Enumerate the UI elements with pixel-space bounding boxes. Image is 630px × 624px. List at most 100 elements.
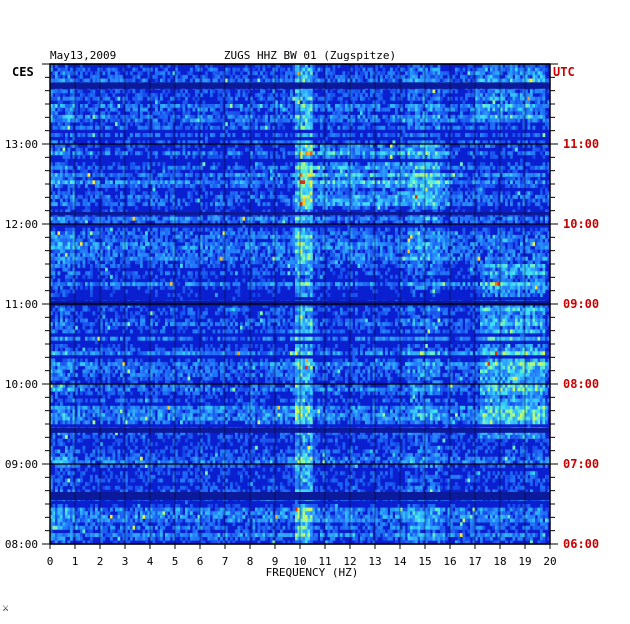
spectrogram-cell [267,64,271,68]
spectrogram-cell [242,191,246,196]
spectrogram-cell [477,194,481,199]
spectrogram-cell [415,104,418,108]
spectrogram-cell [360,165,363,170]
spectrogram-cell [375,64,378,68]
spectrogram-cell [237,180,241,185]
spectrogram-cell [310,202,313,207]
spectrogram-cell [535,78,538,83]
spectrogram-cell [172,165,176,170]
spectrogram-cell [105,140,108,145]
spectrogram-cell [355,176,358,181]
spectrogram-cell [147,96,151,101]
spectrogram-cell [87,173,91,178]
spectrogram-cell [430,191,433,196]
spectrogram-cell [132,96,136,101]
spectrogram-cell [522,78,526,83]
spectrogram-cell [230,140,233,145]
spectrogram-cell [95,194,98,199]
spectrogram-cell [432,216,436,221]
spectrogram-cell [287,151,291,156]
spectrogram-cell [190,216,193,221]
spectrogram-cell [170,74,173,79]
spectrogram-cell [350,180,353,185]
spectrogram-cell [427,74,431,79]
spectrogram-cell [235,74,238,79]
spectrogram-cell [340,96,343,101]
spectrogram-cell [195,64,198,68]
spectrogram-cell [337,118,341,123]
spectrogram-cell [322,191,326,196]
spectrogram-cell [212,71,216,76]
spectrogram-cell [485,133,488,138]
spectrogram-cell [435,107,438,112]
spectrogram-cell [100,220,103,225]
spectrogram-cell [410,114,413,119]
spectrogram-cell [435,96,438,101]
spectrogram-cell [162,74,166,79]
spectrogram-cell [502,216,506,221]
spectrogram-cell [195,122,198,127]
spectrogram-cell [260,180,263,185]
spectrogram-cell [305,140,308,145]
spectrogram-cell [485,67,488,72]
spectrogram-cell [390,198,393,203]
spectrogram-cell [137,96,141,101]
spectrogram-cell [392,114,396,119]
spectrogram-cell [245,180,248,185]
spectrogram-cell [67,74,71,79]
spectrogram-cell [255,133,258,138]
spectrogram-cell [307,165,311,170]
spectrogram-cell [440,74,443,79]
spectrogram-cell [272,78,276,83]
spectrogram-cell [400,180,403,185]
spectrogram-cell [242,184,246,188]
spectrogram-cell [442,104,446,108]
spectrogram-cell [410,151,413,156]
spectrogram-cell [275,104,278,108]
spectrogram-cell [182,78,186,83]
spectrogram-cell [175,133,178,138]
spectrogram-cell [320,125,323,130]
spectrogram-cell [325,93,328,98]
spectrogram-cell [510,104,513,108]
right-zone-label: UTC [553,65,575,79]
spectrogram-cell [162,165,166,170]
spectrogram-cell [495,191,498,196]
spectrogram-cell [50,187,53,192]
spectrogram-cell [532,198,536,203]
spectrogram-cell [90,191,93,196]
spectrogram-cell [330,154,333,159]
spectrogram-cell [310,151,313,156]
spectrogram-cell [325,216,328,221]
spectrogram-cell [237,140,241,145]
spectrogram-cell [495,114,498,119]
spectrogram-cell [417,176,421,181]
spectrogram-cell [300,125,303,130]
spectrogram-cell [410,100,413,105]
spectrogram-cell [162,125,166,130]
spectrogram-cell [542,93,546,98]
spectrogram-cell [542,118,546,123]
spectrogram-cell [455,180,458,185]
spectrogram-cell [520,104,523,108]
spectrogram-cell [165,118,168,123]
spectrogram-cell [407,118,411,123]
spectrogram-cell [530,96,533,101]
spectrogram-cell [227,165,231,170]
spectrogram-cell [327,114,331,119]
spectrogram-cell [322,202,326,207]
spectrogram-cell [127,140,131,145]
spectrogram-cell [305,216,308,221]
spectrogram-cell [252,169,256,174]
spectrogram-cell [387,147,391,152]
spectrogram-cell [445,194,448,199]
spectrogram-cell [407,184,411,188]
spectrogram-cell [365,154,368,159]
spectrogram-cell [205,202,208,207]
spectrogram-cell [530,151,533,156]
spectrogram-cell [412,67,416,72]
spectrogram-cell [225,129,228,134]
spectrogram-cell [410,71,413,76]
spectrogram-cell [257,74,261,79]
spectrogram-cell [455,202,458,207]
